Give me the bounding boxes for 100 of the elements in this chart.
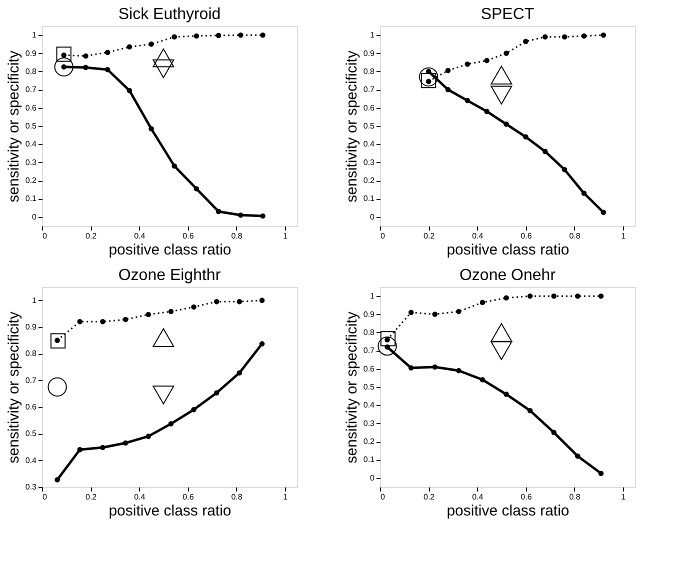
- chart-title: Sick Euthyroid: [118, 6, 221, 23]
- point: [378, 336, 397, 356]
- point: [54, 477, 60, 482]
- point: [408, 310, 414, 316]
- point: [122, 440, 128, 446]
- point: [600, 32, 606, 38]
- point: [456, 368, 462, 374]
- x-axis-title: positive class ratio: [108, 502, 232, 520]
- x-tick-label: 0.4: [134, 492, 146, 502]
- point: [152, 59, 174, 78]
- y-axis-title: sensitivity or specificity: [343, 50, 360, 202]
- point: [216, 32, 222, 38]
- point: [77, 447, 83, 452]
- point: [504, 295, 509, 301]
- point: [490, 341, 512, 360]
- y-tick-label: 0.7: [363, 85, 376, 94]
- x-tick-label: 0.2: [86, 232, 98, 240]
- x-tick-label: 0.6: [520, 232, 532, 240]
- x-tick-label: 0: [42, 492, 48, 502]
- point: [598, 470, 604, 476]
- point: [214, 390, 220, 396]
- point: [152, 328, 174, 348]
- point: [172, 34, 178, 40]
- point: [236, 370, 242, 376]
- point: [504, 122, 509, 127]
- y-tick-label: 0.3: [363, 158, 376, 167]
- point: [562, 34, 568, 40]
- point: [527, 293, 533, 299]
- y-tick-label: 0.8: [25, 349, 38, 358]
- x-tick-label: 1: [621, 492, 626, 502]
- point: [77, 319, 83, 324]
- y-tick-label: 0.9: [25, 48, 38, 58]
- point: [490, 323, 512, 342]
- x-tick-label: 0.2: [424, 492, 436, 502]
- point: [484, 58, 490, 64]
- point: [146, 312, 152, 318]
- point: [542, 34, 548, 40]
- point: [152, 48, 174, 68]
- y-tick-label: 0.1: [25, 194, 38, 204]
- x-tick-label: 0: [42, 232, 48, 240]
- y-axis-title: sensitivity or specificity: [5, 50, 22, 202]
- x-tick-label: 1: [283, 232, 288, 240]
- point: [100, 444, 106, 450]
- point: [598, 293, 604, 299]
- point: [148, 126, 154, 132]
- point: [168, 308, 174, 314]
- y-tick-label: 0.6: [363, 103, 376, 112]
- point: [581, 33, 587, 39]
- y-tick-label: 0.9: [363, 48, 376, 58]
- y-tick-label: 0.2: [363, 176, 376, 186]
- y-tick-label: 1: [370, 30, 376, 40]
- y-tick-label: 0.6: [25, 103, 38, 112]
- chart-title: SPECT: [480, 6, 534, 23]
- y-tick-label: 0.7: [25, 85, 38, 94]
- point: [194, 33, 200, 39]
- point: [238, 212, 244, 218]
- y-tick-label: 0.5: [363, 382, 376, 392]
- x-tick-label: 0.8: [231, 232, 243, 240]
- point: [527, 408, 533, 414]
- point: [259, 298, 265, 303]
- y-tick-label: 0: [370, 473, 376, 482]
- point: [152, 386, 174, 404]
- y-tick-label: 0.6: [25, 402, 38, 412]
- point: [146, 434, 152, 439]
- point: [56, 46, 72, 62]
- x-tick-label: 0: [380, 232, 386, 240]
- y-tick-label: 0.5: [25, 429, 38, 438]
- x-tick-label: 0.6: [182, 232, 194, 240]
- point: [562, 166, 568, 172]
- point: [236, 299, 242, 304]
- point: [104, 50, 110, 56]
- x-tick-label: 1: [283, 492, 288, 502]
- point: [456, 308, 462, 314]
- point: [490, 86, 512, 104]
- y-tick-label: 0.1: [363, 455, 376, 464]
- x-tick-label: 0.2: [86, 492, 98, 502]
- y-tick-label: 0.4: [363, 400, 376, 410]
- y-tick-label: 0.3: [363, 418, 376, 428]
- x-axis-title: positive class ratio: [108, 242, 232, 258]
- y-tick-label: 0.4: [25, 456, 38, 465]
- y-tick-label: 0.1: [363, 194, 376, 204]
- point: [408, 365, 414, 371]
- point: [490, 66, 512, 84]
- y-tick-label: 0.5: [363, 122, 376, 130]
- y-tick-label: 0: [370, 212, 376, 222]
- y-axis-title: sensitivity or specificity: [343, 311, 360, 464]
- y-tick-label: 0.9: [25, 322, 38, 332]
- point: [464, 62, 470, 67]
- point: [575, 453, 580, 459]
- point: [542, 148, 548, 154]
- x-tick-label: 0.4: [134, 232, 146, 240]
- y-tick-label: 0.6: [363, 364, 376, 374]
- point: [480, 377, 486, 382]
- x-tick-label: 0.4: [472, 232, 484, 240]
- y-tick-label: 0.9: [363, 310, 376, 319]
- x-tick-label: 0.4: [472, 492, 484, 502]
- point: [122, 316, 128, 322]
- point: [168, 421, 174, 426]
- point: [484, 108, 490, 114]
- point: [445, 68, 451, 74]
